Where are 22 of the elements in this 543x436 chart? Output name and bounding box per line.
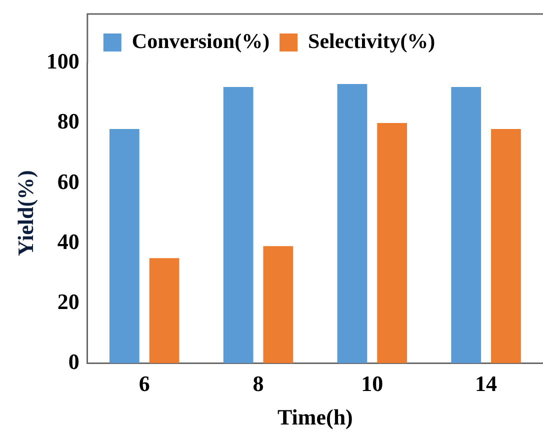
y-tick-label: 0 <box>68 348 80 374</box>
bar <box>377 123 408 364</box>
x-tick-label: 14 <box>475 371 498 396</box>
bar <box>337 84 368 364</box>
bar <box>149 258 180 364</box>
x-tick-label: 8 <box>252 371 264 396</box>
x-axis-title: Time(h) <box>278 404 353 430</box>
x-tick-label: 10 <box>361 371 384 396</box>
x-tick-label: 6 <box>138 371 150 396</box>
legend-label: Conversion(%) <box>132 28 270 53</box>
y-tick-label: 40 <box>57 228 80 254</box>
y-tick-label: 80 <box>57 108 80 134</box>
bar <box>451 87 482 364</box>
y-tick-label: 60 <box>57 168 80 194</box>
bar <box>263 246 294 364</box>
bar <box>491 129 521 364</box>
y-axis-title: Yield(%) <box>12 170 38 256</box>
legend-label: Selectivity(%) <box>308 28 436 53</box>
bar <box>223 87 254 364</box>
y-tick-label: 100 <box>46 48 80 74</box>
bar <box>109 129 140 364</box>
y-tick-label: 20 <box>57 288 80 314</box>
